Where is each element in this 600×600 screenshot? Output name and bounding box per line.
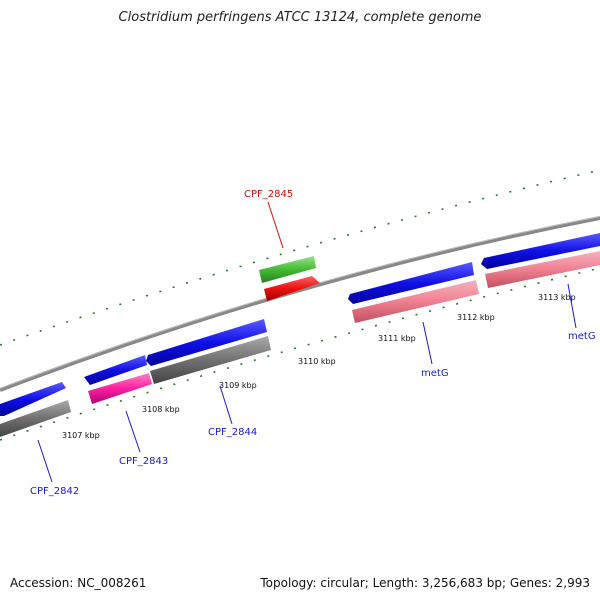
gene-label-cpf2842[interactable]: CPF_2842 bbox=[30, 486, 79, 497]
gene-label-metg-2[interactable]: metG bbox=[568, 331, 596, 342]
genome-backbone bbox=[0, 216, 600, 392]
gene-feature[interactable] bbox=[150, 336, 271, 384]
gene-feature[interactable] bbox=[0, 400, 71, 437]
gene-feature[interactable] bbox=[485, 251, 600, 288]
cds-feature[interactable] bbox=[146, 319, 267, 366]
tick-label: 3108 kbp bbox=[142, 405, 180, 414]
label-leaders bbox=[37, 201, 577, 483]
rna-feature-green[interactable] bbox=[259, 256, 316, 283]
gene-track bbox=[0, 251, 600, 437]
cds-feature[interactable] bbox=[481, 233, 600, 269]
inner-scale-dots bbox=[0, 267, 600, 441]
tick-label: 3109 kbp bbox=[219, 381, 257, 390]
tick-label: 3111 kbp bbox=[378, 334, 416, 343]
accession-text: Accession: NC_008261 bbox=[10, 576, 147, 590]
gene-labels: CPF_2842 CPF_2843 CPF_2844 CPF_2845 metG… bbox=[30, 189, 596, 497]
pseudogene-feature[interactable] bbox=[88, 373, 152, 404]
gene-label-cpf2845[interactable]: CPF_2845 bbox=[244, 189, 293, 200]
kbp-ticks: 3107 kbp 3108 kbp 3109 kbp 3110 kbp 3111… bbox=[62, 293, 576, 440]
cds-feature[interactable] bbox=[84, 355, 147, 385]
rna-feature-red[interactable] bbox=[264, 276, 320, 301]
cds-feature[interactable] bbox=[348, 262, 474, 304]
cds-feature[interactable] bbox=[0, 382, 66, 416]
map-title: Clostridium perfringens ATCC 13124, comp… bbox=[118, 10, 482, 25]
tick-label: 3112 kbp bbox=[457, 313, 495, 322]
tick-label: 3110 kbp bbox=[298, 357, 336, 366]
gene-label-cpf2844[interactable]: CPF_2844 bbox=[208, 427, 257, 438]
gene-label-metg[interactable]: metG bbox=[421, 368, 449, 379]
tick-label: 3113 kbp bbox=[538, 293, 576, 302]
gene-feature[interactable] bbox=[352, 280, 479, 323]
gene-label-cpf2843[interactable]: CPF_2843 bbox=[119, 456, 168, 467]
tick-label: 3107 kbp bbox=[62, 431, 100, 440]
cds-track bbox=[0, 233, 600, 416]
genome-summary-text: Topology: circular; Length: 3,256,683 bp… bbox=[260, 576, 590, 590]
